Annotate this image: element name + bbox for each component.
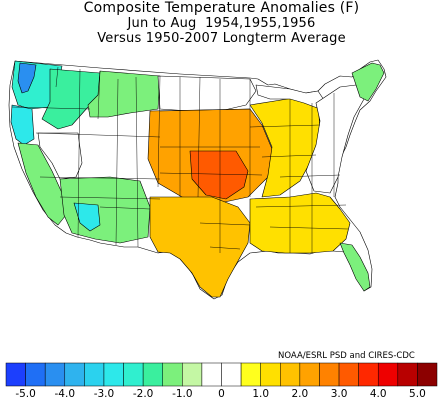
anomaly-map	[8, 59, 387, 300]
region-arizona-central	[73, 202, 101, 232]
boundary-line	[11, 106, 91, 110]
title-line-3: Versus 1950-2007 Longterm Average	[97, 31, 346, 46]
boundary-line	[135, 76, 139, 248]
boundary-line	[97, 70, 101, 120]
color-legend: -5.0 -4.0 -3.0 -2.0 -1.0 0 1.0 2.0 3.0 4.0 5.0	[5, 362, 438, 400]
region-puget-sound	[17, 62, 37, 94]
legend-bin	[338, 362, 359, 387]
legend-bin	[103, 362, 124, 387]
legend-tick-label: -2.0	[133, 388, 154, 400]
boundary-line	[209, 246, 241, 250]
boundary-line	[199, 222, 251, 226]
color-legend-ticks: -5.0 -4.0 -3.0 -2.0 -1.0 0 1.0 2.0 3.0 4.0 5.0	[15, 388, 425, 400]
region-florida	[339, 242, 371, 292]
region-texas	[149, 196, 251, 298]
boundary-line	[261, 154, 317, 158]
boundary-line	[157, 75, 161, 188]
legend-bin	[123, 362, 144, 387]
legend-bin	[358, 362, 379, 387]
legend-bin	[299, 362, 320, 387]
credit-label: NOAA/ESRL PSD and CIRES-CDC	[278, 351, 415, 361]
boundary-line	[99, 206, 151, 210]
legend-bin	[64, 362, 85, 387]
legend-tick-label: 5.0	[409, 388, 426, 400]
legend-tick-label: -5.0	[15, 388, 36, 400]
legend-tick-label: -1.0	[172, 388, 193, 400]
legend-bin	[221, 362, 242, 387]
map-title: Composite Temperature Anomalies (F) Jun …	[0, 0, 443, 47]
region-california	[17, 142, 67, 226]
boundary-line	[35, 132, 161, 138]
legend-tick-label: 3.0	[331, 388, 348, 400]
legend-bin	[319, 362, 340, 387]
region-southeast	[249, 192, 351, 254]
boundary-line	[159, 108, 251, 112]
legend-tick-label: 4.0	[370, 388, 387, 400]
legend-bin	[417, 362, 438, 387]
legend-bin	[44, 362, 66, 387]
boundary-line	[249, 124, 321, 128]
legend-tick-label: -3.0	[94, 388, 115, 400]
boundary-line	[255, 204, 347, 208]
legend-tick-label: 2.0	[292, 388, 309, 400]
region-northern-plains	[157, 75, 257, 112]
legend-bin	[182, 362, 203, 387]
legend-tick-label: 0	[218, 388, 225, 400]
legend-bin	[397, 362, 418, 387]
legend-bin	[5, 362, 26, 387]
map-regions	[8, 59, 387, 300]
legend-bin	[201, 362, 222, 387]
region-great-basin	[37, 132, 83, 180]
legend-bin	[142, 362, 163, 387]
boundary-line	[115, 78, 119, 246]
region-new-england-coast	[351, 62, 385, 102]
title-line-2: Jun to Aug 1954,1955,1956	[127, 16, 316, 31]
boundary-line	[59, 196, 161, 200]
legend-bin	[377, 362, 399, 387]
legend-bin	[240, 362, 261, 387]
boundary-line	[55, 66, 59, 88]
region-kansas-oklahoma-core	[189, 150, 249, 200]
boundary-line	[159, 172, 263, 176]
legend-bin	[280, 362, 301, 387]
legend-bin	[25, 362, 46, 387]
legend-bin	[162, 362, 183, 387]
legend-bin	[260, 362, 281, 387]
color-legend-bins	[5, 362, 438, 387]
region-southwest	[59, 176, 151, 244]
title-line-1: Composite Temperature Anomalies (F)	[83, 0, 360, 16]
boundary-line	[77, 68, 81, 238]
legend-tick-label: -4.0	[55, 388, 76, 400]
boundary-line	[269, 226, 349, 230]
boundary-line	[197, 76, 201, 198]
state-boundaries	[11, 66, 349, 253]
legend-tick-label: 1.0	[252, 388, 269, 400]
boundary-line	[39, 176, 161, 180]
legend-bin	[84, 362, 105, 387]
